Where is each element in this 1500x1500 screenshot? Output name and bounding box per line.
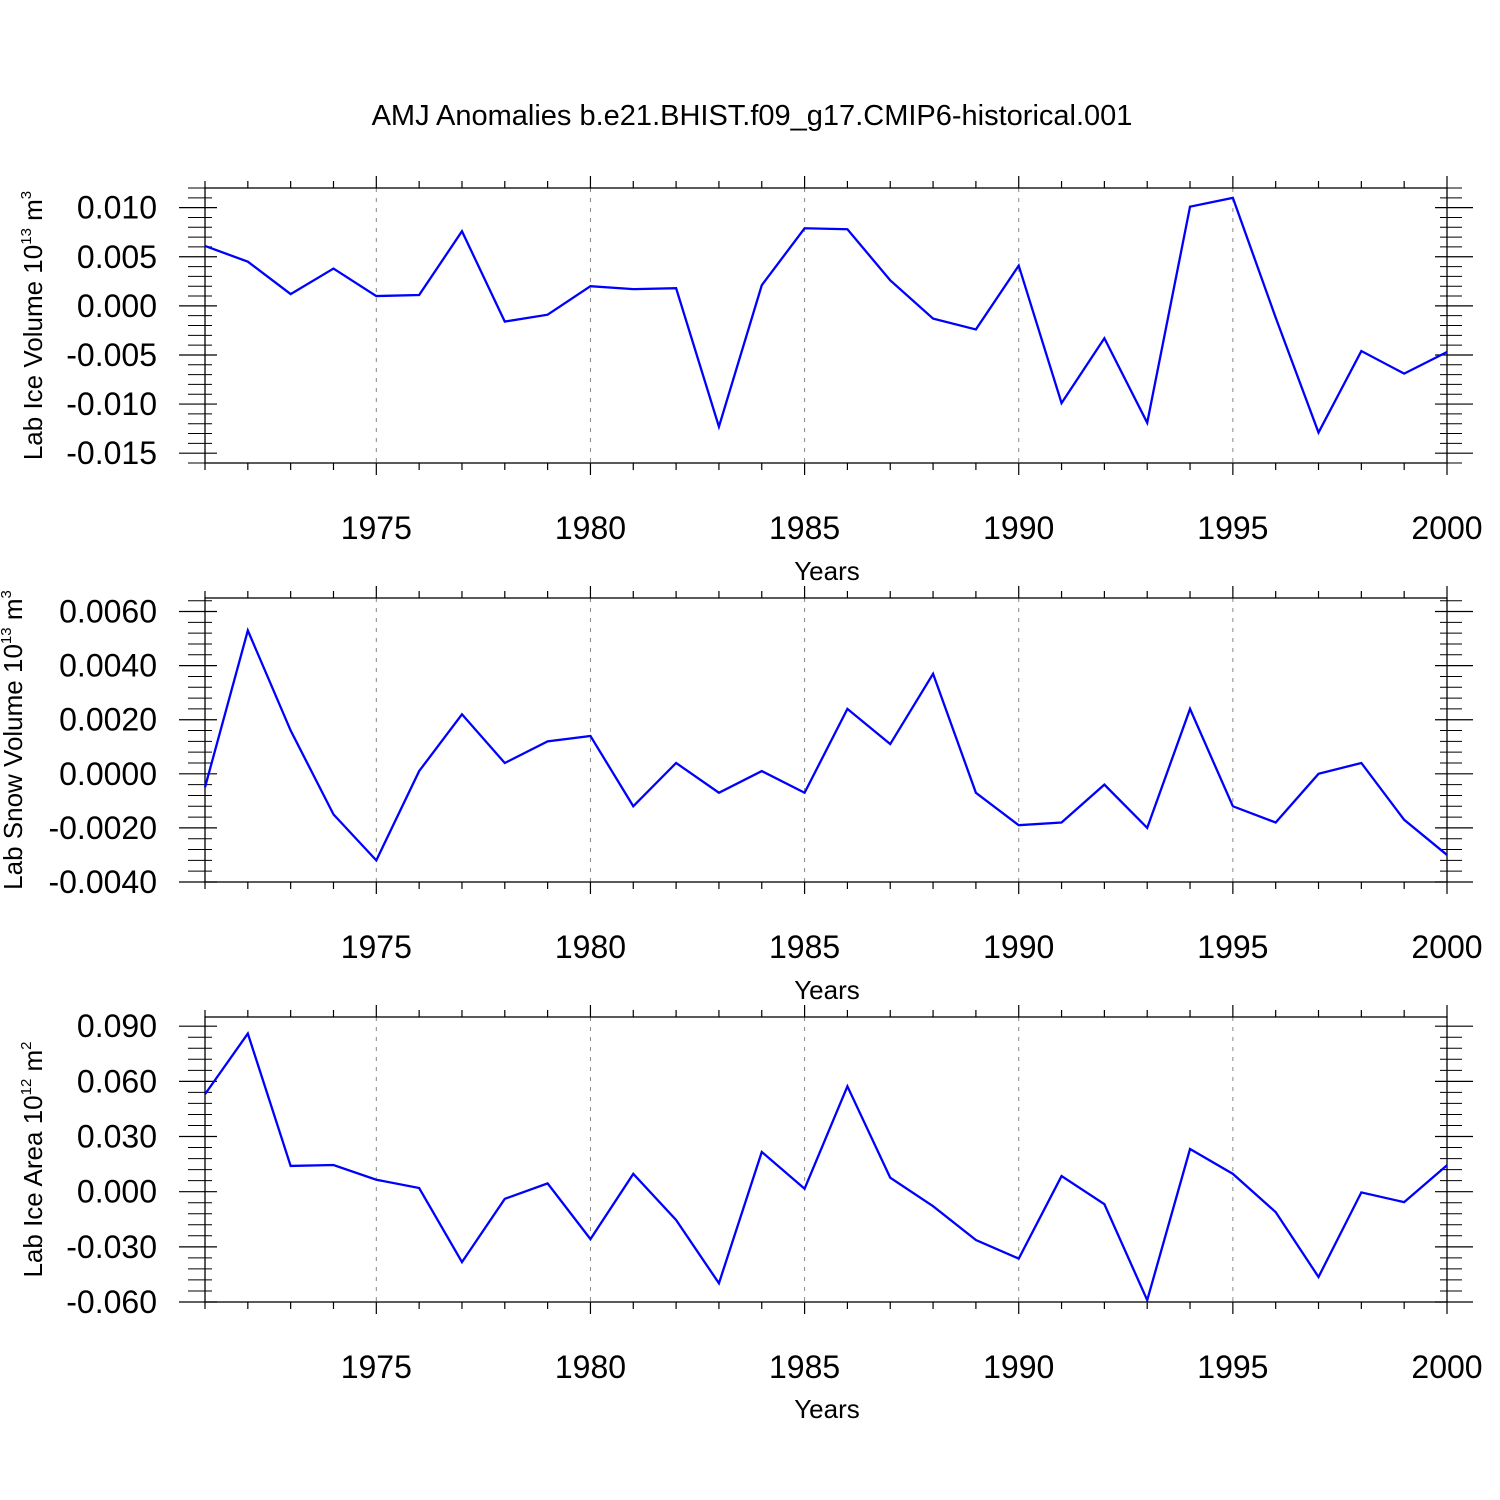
series-line: [203, 626, 1448, 863]
x-tick-label: 2000: [1411, 929, 1482, 965]
chart-title: AMJ Anomalies b.e21.BHIST.f09_g17.CMIP6-…: [372, 100, 1133, 132]
x-tick-label: 1985: [769, 929, 840, 965]
x-tick-label: 1990: [983, 929, 1054, 965]
y-axis-label-text: Lab Ice Volume 10: [18, 245, 48, 460]
series-line: [204, 196, 1448, 436]
y-tick-label: -0.005: [66, 337, 157, 373]
y-axis-label: Lab Snow Volume 1013 m3: [0, 590, 28, 890]
x-tick-label: 1975: [341, 929, 412, 965]
x-axis-label: Years: [794, 1394, 860, 1424]
y-tick-label: -0.010: [66, 386, 157, 422]
x-tick-label: 1995: [1197, 1349, 1268, 1385]
y-tick-label: -0.0020: [48, 810, 157, 846]
x-tick-label: 1985: [769, 510, 840, 546]
y-tick-label: -0.060: [66, 1284, 157, 1320]
y-tick-label: 0.060: [77, 1063, 157, 1099]
y-axis-label-text: m: [0, 599, 28, 628]
y-axis-label-superscript: 13: [0, 627, 15, 644]
y-tick-label: 0.0000: [59, 756, 157, 792]
chart-panel-2: -0.0040 -0.0020 0.0000 0.0020 0.0040 0.0060 19…: [0, 586, 1483, 1005]
y-tick-label: 0.0020: [59, 702, 157, 738]
chart-panel-3: -0.060 -0.030 0.000 0.030 0.060 0.090 1975 1980…: [18, 1005, 1483, 1424]
x-tick-label: 1975: [341, 1349, 412, 1385]
x-tick-label: 1990: [983, 1349, 1054, 1385]
y-axis-label: Lab Ice Volume 1013 m3: [18, 191, 48, 460]
x-tick-label: 1980: [555, 510, 626, 546]
x-axis-label: Years: [794, 975, 860, 1005]
x-tick-label: 1980: [555, 929, 626, 965]
x-tick-label: 1995: [1197, 510, 1268, 546]
y-axis-label: Lab Ice Area 1012 m2: [18, 1041, 48, 1277]
x-tick-label: 1985: [769, 1349, 840, 1385]
y-axis-label-superscript: 3: [18, 191, 35, 199]
x-tick-label: 1990: [983, 510, 1054, 546]
chart-panel-1: -0.015 -0.010 -0.005 0.000 0.005 0.010 1975 198…: [18, 176, 1483, 586]
x-tick-label: 1975: [341, 510, 412, 546]
y-tick-label: 0.0040: [59, 648, 157, 684]
x-axis-label: Years: [794, 556, 860, 586]
y-tick-label: 0.000: [77, 288, 157, 324]
plot-frame: [204, 597, 1448, 883]
y-tick-label: 0.005: [77, 239, 157, 275]
y-tick-label: 0.0060: [59, 594, 157, 630]
y-axis-label-superscript: 2: [18, 1041, 35, 1049]
y-axis-label-text: m: [18, 199, 48, 228]
y-axis-label-superscript: 13: [18, 228, 35, 245]
y-tick-label: 0.030: [77, 1119, 157, 1155]
panels: -0.015 -0.010 -0.005 0.000 0.005 0.010 1975 198…: [0, 176, 1483, 1424]
plot-frame: [204, 1016, 1448, 1303]
x-tick-label: 2000: [1411, 1349, 1482, 1385]
y-axis-label-superscript: 3: [0, 590, 15, 598]
y-tick-label: -0.015: [66, 435, 157, 471]
x-tick-label: 1980: [555, 1349, 626, 1385]
y-tick-label: 0.000: [77, 1174, 157, 1210]
y-tick-label: 0.010: [77, 190, 157, 226]
x-tick-label: 1995: [1197, 929, 1268, 965]
y-axis-label-text: m: [18, 1050, 48, 1079]
y-tick-label: -0.030: [66, 1229, 157, 1265]
y-tick-label: 0.090: [77, 1008, 157, 1044]
series-line: [204, 1031, 1448, 1304]
y-axis-label-text: Lab Snow Volume 10: [0, 644, 28, 890]
y-axis-label-text: Lab Ice Area 10: [18, 1095, 48, 1277]
y-axis-label-superscript: 12: [18, 1079, 35, 1096]
x-tick-label: 2000: [1411, 510, 1482, 546]
y-tick-label: -0.0040: [48, 864, 157, 900]
